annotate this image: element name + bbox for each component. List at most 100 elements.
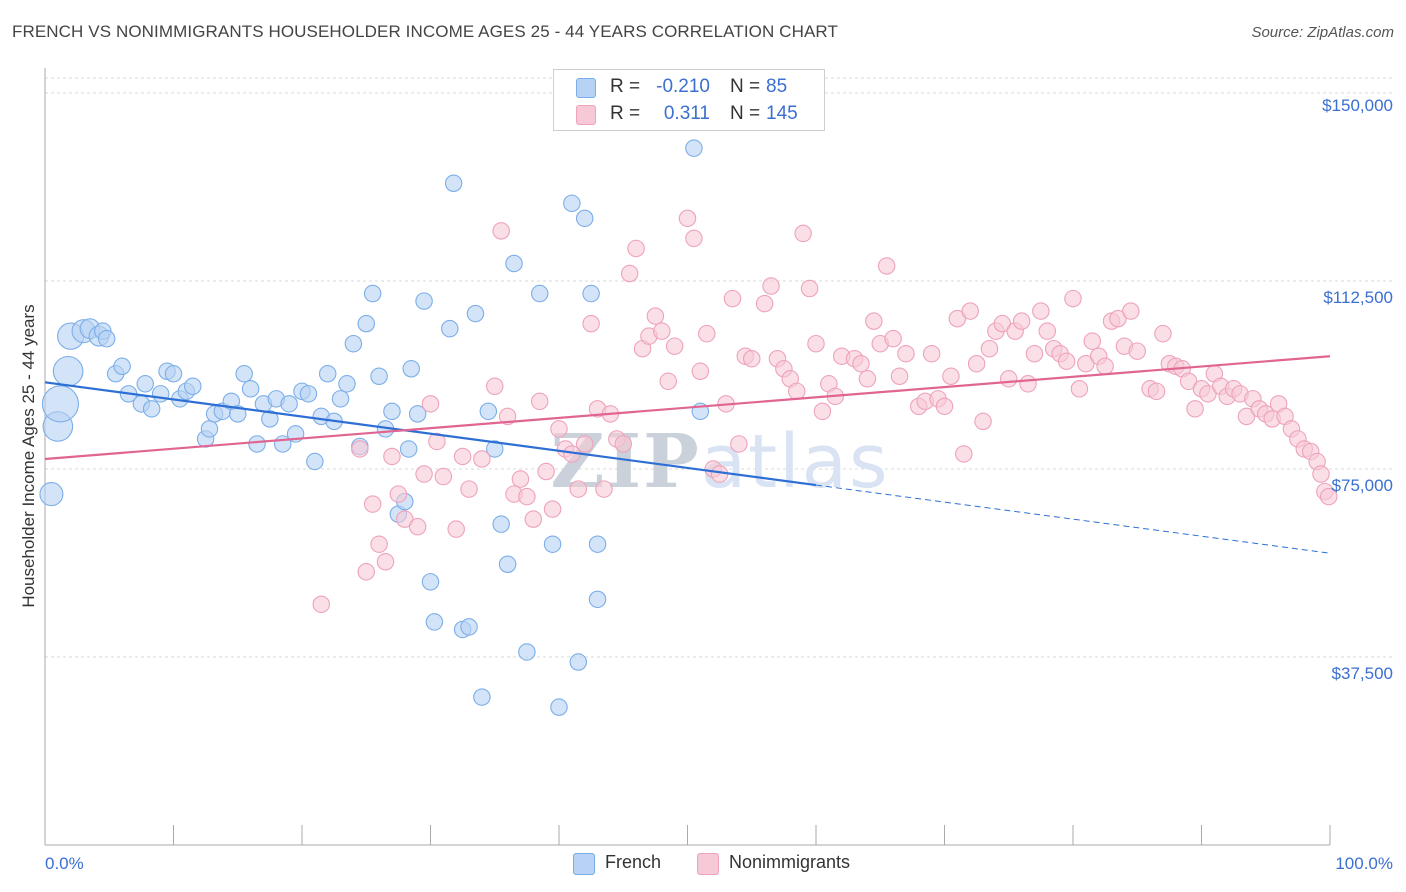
nonimmigrants-point xyxy=(1312,465,1330,483)
french-trend-extension xyxy=(815,484,1331,554)
legend-r-label: R = xyxy=(610,76,641,97)
nonimmigrants-point xyxy=(1070,380,1089,398)
nonimmigrants-point xyxy=(396,510,414,528)
nonimmigrants-point xyxy=(460,480,478,498)
nonimmigrants-point xyxy=(980,339,999,358)
legend-n-label: N = xyxy=(730,76,761,97)
legend-n-label: N = xyxy=(730,103,761,124)
nonimmigrants-point xyxy=(800,279,819,298)
french-point xyxy=(444,174,463,193)
french-point xyxy=(505,254,523,273)
axes xyxy=(44,68,1331,846)
french-point xyxy=(402,360,420,378)
nonimmigrants-point xyxy=(1319,487,1338,506)
french-point xyxy=(479,402,498,421)
nonimmigrants-point xyxy=(665,337,684,355)
nonimmigrants-point xyxy=(865,312,883,330)
nonimmigrants-point xyxy=(351,440,369,458)
french-point xyxy=(485,440,504,458)
french-point xyxy=(569,653,588,671)
french-point xyxy=(164,365,183,383)
nonimmigrants-point xyxy=(1012,312,1031,330)
y-tick-label: $75,000 xyxy=(1332,476,1393,495)
french-point xyxy=(280,395,298,413)
legend-swatch-french xyxy=(576,78,596,98)
nonimmigrants-point xyxy=(942,367,960,386)
legend-swatch-nonimmigrants xyxy=(576,105,596,125)
french-point xyxy=(492,515,510,533)
nonimmigrants-point xyxy=(415,465,433,483)
bottom-legend-swatch-french xyxy=(573,853,595,875)
french-point xyxy=(575,209,594,228)
french-point xyxy=(235,365,253,383)
nonimmigrants-point xyxy=(447,520,465,538)
nonimmigrants-point xyxy=(1128,342,1147,360)
nonimmigrants-point xyxy=(1179,372,1198,391)
nonimmigrants-point xyxy=(389,485,408,503)
nonimmigrants-point xyxy=(730,435,748,453)
french-point xyxy=(563,194,581,213)
french-point xyxy=(441,319,459,338)
nonimmigrants-point xyxy=(884,329,902,348)
nonimmigrants-point xyxy=(1025,344,1044,363)
nonimmigrants-point xyxy=(922,344,941,363)
french-point xyxy=(113,357,131,376)
y-tick-label: $112,500 xyxy=(1323,288,1393,307)
french-point xyxy=(229,405,247,423)
nonimmigrants-point xyxy=(1083,332,1102,350)
french-point xyxy=(588,535,607,553)
nonimmigrants-point xyxy=(974,412,992,431)
nonimmigrants-point xyxy=(858,370,877,388)
trend-lines xyxy=(44,355,1331,554)
nonimmigrants-point xyxy=(1032,302,1050,320)
x-tick-label-max: 100.0% xyxy=(1335,854,1393,873)
nonimmigrants-point xyxy=(1077,354,1095,373)
bottom-legend-label-french: French xyxy=(605,852,662,872)
nonimmigrants-point xyxy=(530,392,549,411)
french-point xyxy=(41,385,80,423)
french-point xyxy=(498,555,517,574)
nonimmigrants-point xyxy=(1186,400,1204,418)
nonimmigrants-point xyxy=(897,344,915,363)
legend-r-label: R = xyxy=(610,103,641,124)
nonimmigrants-point xyxy=(575,435,594,453)
french-point xyxy=(530,284,549,303)
french-point xyxy=(518,643,536,661)
nonimmigrants-point xyxy=(787,382,806,401)
french-point xyxy=(421,573,440,591)
nonimmigrants-point xyxy=(550,420,568,438)
bottom-legend-label-nonimmigrants: Nonimmigrants xyxy=(729,852,851,872)
nonimmigrants-point xyxy=(595,480,613,498)
french-point xyxy=(306,452,324,471)
french-point xyxy=(97,329,116,348)
bottom-legend-swatch-nonimmigrants xyxy=(697,853,719,875)
french-point xyxy=(363,284,382,303)
nonimmigrants-point xyxy=(492,222,510,240)
nonimmigrants-point xyxy=(537,462,555,481)
y-tick-label: $150,000 xyxy=(1322,96,1393,115)
french-point xyxy=(142,400,161,418)
french-point xyxy=(39,482,64,507)
nonimmigrants-point xyxy=(511,470,530,488)
french-point xyxy=(200,420,219,438)
nonimmigrants-point xyxy=(498,407,517,426)
nonimmigrants-point xyxy=(1154,324,1172,343)
nonimmigrants-point xyxy=(967,354,986,373)
french-point xyxy=(466,304,485,323)
nonimmigrants-point xyxy=(999,370,1018,388)
nonimmigrants-point xyxy=(383,447,401,466)
chart-title: FRENCH VS NONIMMIGRANTS HOUSEHOLDER INCO… xyxy=(12,22,838,41)
french-point xyxy=(408,405,427,423)
nonimmigrants-point xyxy=(1237,407,1256,426)
nonimmigrants-point xyxy=(518,487,536,506)
french-trend-line xyxy=(44,381,817,487)
nonimmigrants-point xyxy=(948,309,967,328)
french-point xyxy=(588,590,607,609)
french-point xyxy=(685,139,703,157)
nonimmigrants-point xyxy=(794,224,812,243)
nonimmigrants-point xyxy=(723,289,742,308)
nonimmigrants-point xyxy=(376,553,395,571)
french-point xyxy=(136,375,154,393)
nonimmigrants-point xyxy=(453,447,472,466)
